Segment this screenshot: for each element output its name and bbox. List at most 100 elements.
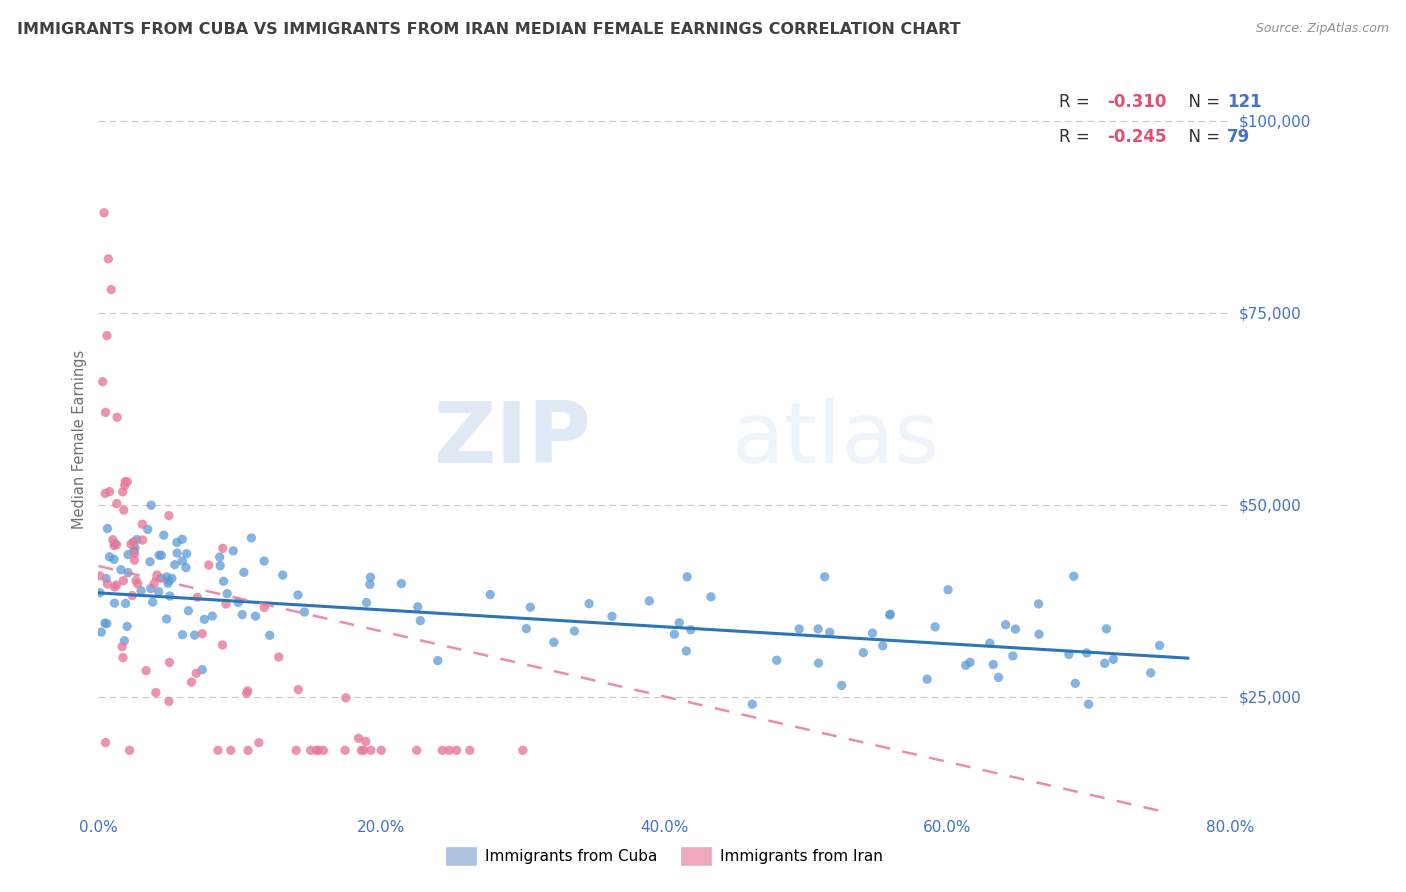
Point [193, 612, 215, 626]
Point [176, 547, 198, 561]
Point [172, 628, 194, 642]
Point [426, 654, 449, 668]
Point [1028, 627, 1050, 641]
Point [515, 622, 537, 636]
Point [172, 554, 194, 568]
Point [253, 554, 276, 568]
Point [347, 731, 370, 746]
Point [1094, 657, 1116, 671]
Point [664, 627, 686, 641]
Point [1149, 639, 1171, 653]
Point [208, 549, 231, 564]
Point [111, 650, 134, 665]
Legend: Immigrants from Cuba, Immigrants from Iran: Immigrants from Cuba, Immigrants from Ir… [440, 841, 889, 871]
Text: R =: R = [1059, 93, 1095, 111]
Point [512, 743, 534, 757]
Point [148, 584, 170, 599]
Point [90, 625, 112, 640]
Point [142, 595, 165, 609]
Point [236, 684, 259, 698]
Point [166, 546, 188, 560]
Point [600, 609, 623, 624]
Point [356, 595, 378, 609]
Point [360, 743, 382, 757]
Text: R =: R = [1059, 128, 1095, 145]
Point [831, 678, 853, 692]
Point [519, 600, 541, 615]
Point [91, 375, 114, 389]
Point [818, 625, 841, 640]
Point [245, 609, 267, 624]
Point [668, 615, 690, 630]
Point [354, 734, 377, 748]
Point [700, 590, 723, 604]
Point [114, 478, 136, 492]
Point [741, 697, 763, 711]
Point [105, 578, 128, 592]
Point [93, 206, 115, 220]
Text: -0.245: -0.245 [1107, 128, 1166, 145]
Point [148, 548, 170, 562]
Point [145, 685, 167, 699]
Point [94, 616, 117, 631]
Point [987, 670, 1010, 684]
Point [135, 664, 157, 678]
Point [765, 653, 787, 667]
Point [879, 608, 901, 623]
Point [125, 533, 148, 547]
Point [115, 619, 138, 633]
Point [112, 503, 135, 517]
Point [1004, 622, 1026, 636]
Point [915, 672, 938, 686]
Point [124, 547, 146, 561]
Text: -0.310: -0.310 [1107, 93, 1166, 111]
Point [94, 405, 117, 419]
Point [156, 576, 179, 591]
Point [1139, 665, 1161, 680]
Point [370, 743, 392, 757]
Point [98, 549, 121, 564]
Point [253, 600, 276, 615]
Point [96, 616, 118, 631]
Point [814, 570, 837, 584]
Text: 121: 121 [1226, 93, 1261, 111]
Point [292, 605, 315, 619]
Point [191, 626, 214, 640]
Point [180, 675, 202, 690]
Point [232, 566, 254, 580]
Point [638, 594, 661, 608]
Point [103, 596, 125, 610]
Point [94, 572, 117, 586]
Point [191, 663, 214, 677]
Point [924, 620, 946, 634]
Point [201, 609, 224, 624]
Point [226, 595, 249, 609]
Point [959, 655, 981, 669]
Point [285, 743, 308, 757]
Point [157, 508, 180, 523]
Point [676, 570, 699, 584]
Point [432, 743, 454, 757]
Point [1077, 697, 1099, 711]
Point [124, 553, 146, 567]
Point [159, 656, 181, 670]
Point [121, 589, 143, 603]
Point [231, 607, 253, 622]
Point [333, 743, 356, 757]
Point [446, 743, 468, 757]
Point [1102, 652, 1125, 666]
Point [955, 658, 977, 673]
Text: IMMIGRANTS FROM CUBA VS IMMIGRANTS FROM IRAN MEDIAN FEMALE EARNINGS CORRELATION : IMMIGRANTS FROM CUBA VS IMMIGRANTS FROM … [17, 22, 960, 37]
Point [122, 544, 145, 558]
Point [112, 633, 135, 648]
Point [994, 617, 1017, 632]
Point [112, 574, 135, 588]
Point [564, 624, 586, 638]
Point [267, 650, 290, 665]
Point [160, 571, 183, 585]
Point [143, 576, 166, 591]
Point [186, 591, 208, 605]
Point [211, 638, 233, 652]
Text: N =: N = [1178, 93, 1226, 111]
Point [174, 560, 197, 574]
